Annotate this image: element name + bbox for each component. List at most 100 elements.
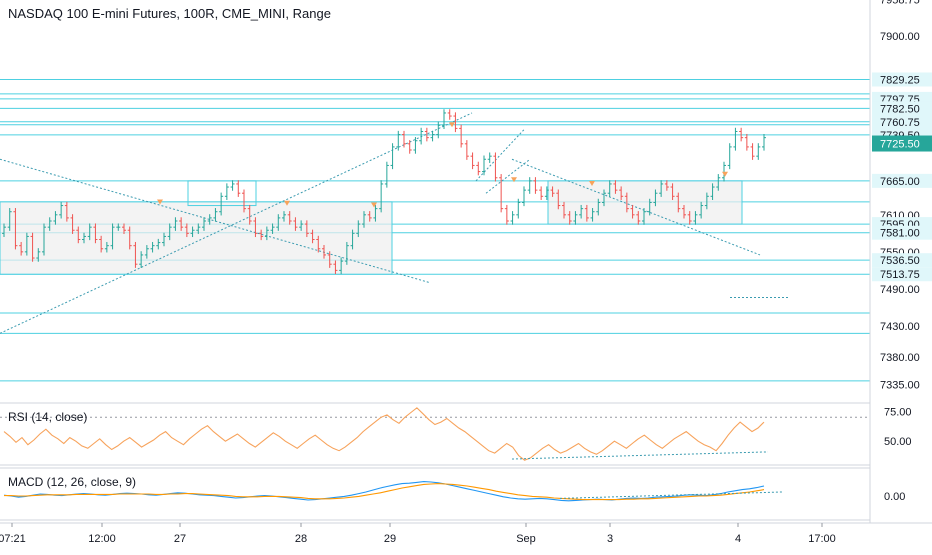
triangle-marker-3 bbox=[449, 122, 455, 128]
price-bar-48 bbox=[276, 214, 281, 231]
trendline-2 bbox=[511, 158, 761, 256]
level-label-7: 7581.00 bbox=[880, 228, 920, 240]
rsi-tick-1: 50.00 bbox=[884, 436, 912, 448]
price-bar-87 bbox=[499, 174, 504, 213]
time-label-5: Sep bbox=[516, 533, 536, 545]
price-bar-81 bbox=[464, 140, 469, 160]
macd-tick-0: 0.00 bbox=[884, 491, 905, 503]
price-bar-49 bbox=[282, 211, 286, 222]
price-bar-57 bbox=[327, 251, 332, 268]
price-bar-83 bbox=[476, 161, 481, 176]
level-label-9: 7513.75 bbox=[880, 269, 920, 281]
price-bar-75 bbox=[430, 130, 435, 142]
price-bar-58 bbox=[333, 260, 338, 275]
price-bar-17 bbox=[99, 235, 104, 253]
price-bar-45 bbox=[259, 229, 264, 241]
triangle-marker-0 bbox=[157, 199, 163, 205]
price-bar-31 bbox=[179, 217, 184, 231]
price-bar-84 bbox=[482, 155, 486, 176]
level-label-bg-0 bbox=[872, 72, 932, 87]
level-label-5: 7665.00 bbox=[880, 176, 920, 188]
price-bar-34 bbox=[196, 223, 201, 234]
triangle-marker-5 bbox=[589, 180, 595, 186]
price-bar-47 bbox=[270, 223, 275, 234]
price-bar-12 bbox=[70, 214, 75, 234]
level-label-bg-3 bbox=[872, 114, 932, 129]
price-bar-86 bbox=[493, 152, 498, 182]
time-label-1: 12:00 bbox=[88, 533, 116, 545]
time-label-0: 07:21 bbox=[0, 533, 26, 545]
price-bar-0 bbox=[2, 223, 6, 238]
price-bar-113 bbox=[647, 198, 652, 216]
trendline-4 bbox=[485, 158, 531, 194]
price-bar-38 bbox=[219, 192, 224, 216]
price-bar-43 bbox=[247, 204, 252, 225]
price-bar-9 bbox=[53, 211, 58, 225]
trendline-0 bbox=[0, 112, 473, 334]
price-bar-91 bbox=[522, 186, 526, 207]
triangle-marker-2 bbox=[371, 202, 377, 208]
rsi-pane bbox=[0, 402, 870, 466]
price-bar-73 bbox=[419, 127, 424, 145]
trendlines bbox=[0, 112, 790, 334]
price-bar-93 bbox=[533, 177, 538, 194]
range-boxes bbox=[0, 180, 743, 275]
price-bar-53 bbox=[304, 220, 309, 238]
price-bar-7 bbox=[42, 223, 46, 256]
macd-pane bbox=[0, 467, 870, 521]
price-bar-116 bbox=[664, 180, 669, 191]
range-box-1 bbox=[187, 180, 257, 207]
price-tick-1: 7900.00 bbox=[880, 31, 920, 43]
price-bar-66 bbox=[379, 180, 384, 213]
last-price-label: 7725.50 bbox=[880, 139, 920, 151]
price-bar-118 bbox=[676, 192, 681, 213]
price-tick-0: 7958.75 bbox=[880, 0, 920, 7]
price-bar-108 bbox=[619, 186, 624, 200]
level-label-bg-9 bbox=[872, 267, 932, 282]
price-bar-126 bbox=[722, 161, 726, 182]
price-tick-4: 7430.00 bbox=[880, 321, 920, 333]
price-bar-23 bbox=[133, 241, 138, 268]
price-bar-19 bbox=[110, 223, 115, 250]
price-bar-127 bbox=[727, 143, 732, 170]
price-bar-37 bbox=[213, 208, 218, 222]
price-bar-56 bbox=[322, 245, 326, 259]
time-label-6: 3 bbox=[607, 533, 613, 545]
time-label-7: 4 bbox=[735, 533, 741, 545]
price-bar-123 bbox=[704, 192, 709, 210]
price-bar-115 bbox=[659, 180, 664, 197]
price-bar-105 bbox=[602, 189, 606, 207]
range-box-0 bbox=[0, 201, 393, 275]
price-bar-27 bbox=[156, 238, 161, 250]
price-bar-106 bbox=[607, 180, 612, 197]
price-bar-54 bbox=[310, 229, 315, 244]
price-bar-60 bbox=[344, 241, 349, 265]
trendline-3 bbox=[475, 129, 525, 182]
chart-title: NASDAQ 100 E-mini Futures, 100R, CME_MIN… bbox=[8, 6, 331, 21]
price-bar-1 bbox=[7, 208, 12, 231]
price-bar-40 bbox=[230, 180, 235, 191]
price-bar-69 bbox=[396, 130, 401, 151]
price-bar-71 bbox=[407, 140, 412, 154]
price-bar-16 bbox=[93, 223, 98, 244]
triangle-marker-6 bbox=[722, 171, 728, 177]
price-bar-67 bbox=[384, 161, 389, 188]
price-bar-80 bbox=[459, 124, 464, 148]
price-bar-20 bbox=[116, 223, 121, 231]
rsi-trendline bbox=[511, 451, 769, 460]
price-bar-50 bbox=[287, 211, 292, 225]
price-bar-124 bbox=[710, 183, 715, 200]
rsi-tick-0: 75.00 bbox=[884, 406, 912, 418]
level-label-bg-8 bbox=[872, 253, 932, 268]
time-label-3: 28 bbox=[295, 533, 307, 545]
price-bar-24 bbox=[139, 251, 144, 268]
level-label-3: 7760.75 bbox=[880, 117, 920, 129]
price-bar-129 bbox=[739, 127, 744, 142]
price-bar-120 bbox=[687, 211, 692, 225]
price-bar-104 bbox=[596, 198, 601, 216]
price-tick-3: 7380.00 bbox=[880, 352, 920, 364]
price-bar-21 bbox=[122, 223, 126, 234]
price-bar-98 bbox=[562, 201, 566, 219]
